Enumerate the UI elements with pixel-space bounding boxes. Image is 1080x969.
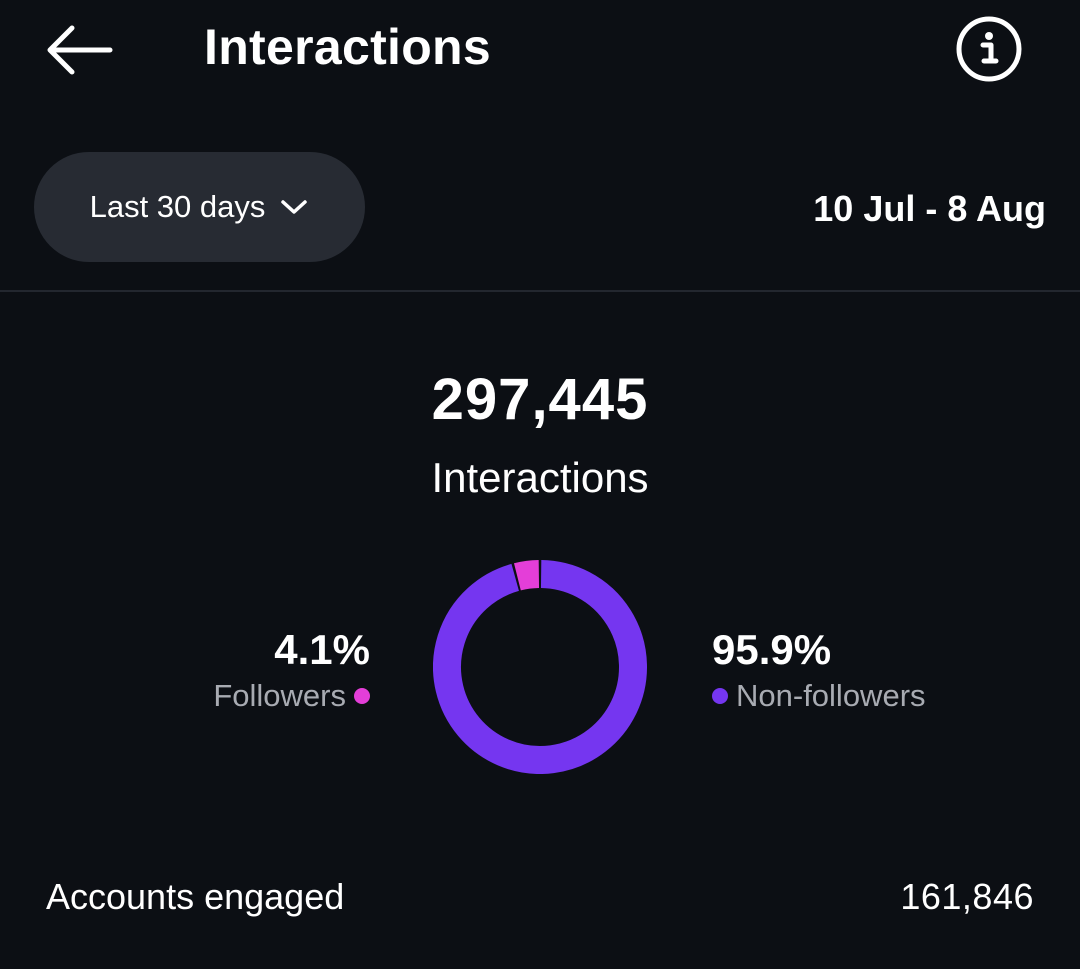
followers-dot [354,688,370,704]
interactions-donut-chart [433,560,647,774]
non-followers-dot [712,688,728,704]
back-button[interactable] [44,22,114,78]
info-circle-icon [956,16,1022,82]
page-title: Interactions [204,19,491,75]
followers-legend: Followers [213,674,370,718]
followers-percent: 4.1% [274,626,370,673]
date-range-dropdown[interactable]: Last 30 days [34,152,365,262]
header-bar: Interactions [0,0,1080,100]
non-followers-stat: 95.9% Non-followers [712,626,926,718]
donut-slice-non-followers [433,560,647,774]
divider [0,290,1080,292]
non-followers-percent: 95.9% [712,626,832,673]
accounts-engaged-label: Accounts engaged [46,876,345,917]
filter-row: Last 30 days 10 Jul - 8 Aug [0,152,1080,264]
date-range-text: 10 Jul - 8 Aug [813,188,1046,229]
accounts-engaged-row[interactable]: Accounts engaged 161,846 [46,876,1036,926]
non-followers-label: Non-followers [736,678,926,713]
followers-stat: 4.1% Followers [213,626,370,718]
info-button[interactable] [955,15,1023,83]
non-followers-legend: Non-followers [712,674,926,718]
chevron-down-icon [281,200,308,214]
donut-slice-followers [514,560,540,591]
accounts-engaged-value: 161,846 [900,876,1034,917]
total-interactions-label: Interactions [431,454,649,501]
arrow-left-icon [47,25,113,75]
followers-label: Followers [213,678,346,713]
total-interactions-value: 297,445 [431,367,649,432]
date-range-dropdown-label: Last 30 days [89,189,266,224]
